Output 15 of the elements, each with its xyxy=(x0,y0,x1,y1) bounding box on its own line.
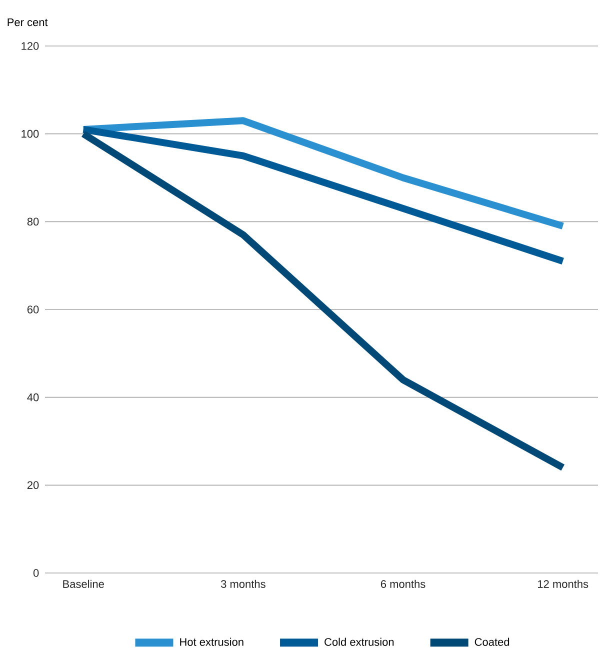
x-tick-label: 6 months xyxy=(380,580,426,588)
y-tick-label: 0 xyxy=(33,569,39,577)
y-tick-label: 100 xyxy=(22,130,39,138)
y-tick-label: 20 xyxy=(27,481,39,490)
y-tick-label: 120 xyxy=(22,42,39,50)
y-tick-label: 60 xyxy=(27,306,39,314)
legend-label: Hot extrusion xyxy=(180,638,244,646)
legend-label: Coated xyxy=(474,638,510,646)
x-tick-label: 3 months xyxy=(220,580,266,588)
x-tick-label: Baseline xyxy=(63,580,104,588)
y-tick-label: 40 xyxy=(27,393,39,402)
legend-label: Cold extrusion xyxy=(324,638,394,646)
y-tick-label: 80 xyxy=(27,218,39,226)
y-axis-title: Per cent xyxy=(8,18,48,26)
x-tick-label: 12 months xyxy=(538,580,588,588)
